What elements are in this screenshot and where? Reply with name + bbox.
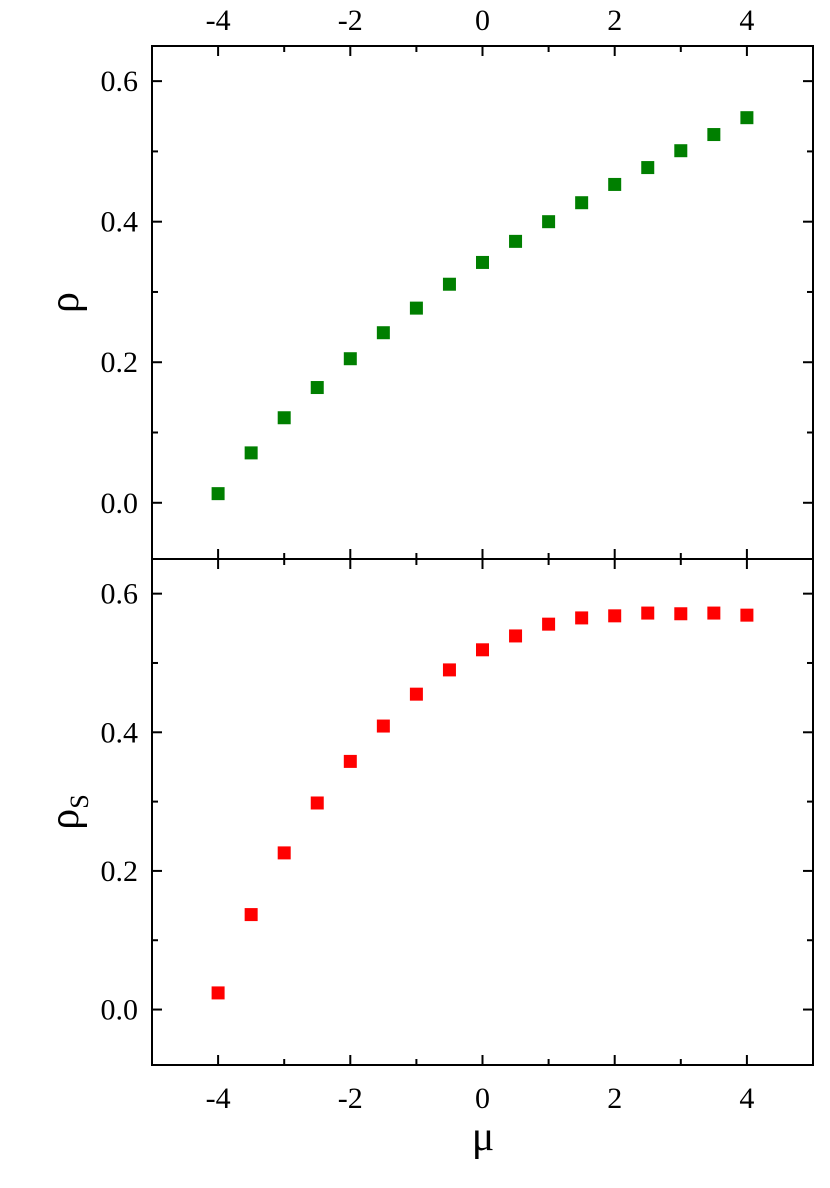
data-point (707, 606, 721, 620)
top-panel-data-points (211, 111, 754, 501)
y-tick-label: 0.0 (101, 487, 139, 520)
data-point (674, 607, 688, 621)
x-tick-label: 0 (475, 1082, 490, 1115)
data-point (310, 381, 324, 395)
data-point (442, 663, 456, 677)
data-point (244, 446, 258, 460)
y-tick-label: 0.4 (101, 716, 139, 749)
x-tick-label: -2 (338, 4, 363, 37)
data-point (442, 277, 456, 291)
data-point (343, 754, 357, 768)
y-tick-label: 0.0 (101, 994, 139, 1027)
data-point (608, 177, 622, 191)
data-point (211, 986, 225, 1000)
data-point (674, 144, 688, 158)
data-point (542, 215, 556, 229)
data-point (509, 629, 523, 643)
y-tick-label: 0.6 (101, 65, 139, 98)
x-tick-label: -4 (206, 1082, 231, 1115)
bottom-y-axis-label-subscript: S (65, 794, 94, 808)
data-point (310, 796, 324, 810)
data-point (244, 908, 258, 922)
x-tick-label: -4 (206, 4, 231, 37)
bottom-y-axis-label: ρS (42, 794, 94, 829)
top-panel: -4 -2 0 2 4 0.0 0.2 0.4 0.6 ρ (42, 4, 814, 560)
bottom-panel-top-x-ticks (151, 559, 814, 569)
bottom-panel-y-ticks: 0.0 0.2 0.4 0.6 (101, 578, 813, 1027)
data-point (740, 608, 754, 622)
data-point (707, 128, 721, 142)
data-point (575, 196, 589, 210)
x-tick-label: 4 (739, 4, 754, 37)
top-panel-top-x-ticks: -4 -2 0 2 4 (151, 4, 814, 56)
bottom-panel: -4 -2 0 2 4 0.0 0.2 0.4 0.6 ρS μ (42, 558, 814, 1160)
bottom-panel-data-points (211, 606, 754, 1000)
bottom-y-axis-label-main: ρ (42, 809, 88, 830)
data-point (277, 411, 291, 425)
top-plot-frame (151, 45, 814, 560)
data-point (376, 326, 390, 340)
data-point (476, 255, 489, 269)
data-point (277, 846, 291, 860)
data-point (641, 606, 655, 620)
data-point (376, 719, 390, 733)
x-tick-label: 0 (475, 4, 490, 37)
x-tick-label: 4 (739, 1082, 754, 1115)
data-point (409, 687, 423, 701)
data-point (509, 234, 523, 248)
top-panel-bottom-x-ticks (151, 549, 814, 559)
data-point (740, 111, 754, 125)
data-point (542, 617, 556, 631)
y-tick-label: 0.4 (101, 206, 139, 239)
data-point (476, 643, 489, 657)
x-tick-label: 2 (607, 1082, 622, 1115)
bottom-panel-bottom-x-ticks: -4 -2 0 2 4 (151, 1055, 814, 1115)
top-y-axis-label-main: ρ (42, 292, 88, 313)
x-axis-label: μ (472, 1114, 495, 1160)
data-point (641, 161, 655, 175)
bottom-plot-frame (151, 558, 814, 1066)
y-tick-label: 0.2 (101, 346, 139, 379)
data-point (575, 611, 589, 625)
y-tick-label: 0.2 (101, 855, 139, 888)
data-point (608, 609, 622, 623)
data-point (409, 301, 423, 315)
x-tick-label: 2 (607, 4, 622, 37)
data-point (211, 487, 225, 501)
top-y-axis-label: ρ (42, 292, 88, 313)
x-tick-label: -2 (338, 1082, 363, 1115)
top-panel-y-ticks: 0.0 0.2 0.4 0.6 (101, 65, 813, 520)
data-point (343, 352, 357, 366)
y-tick-label: 0.6 (101, 578, 139, 611)
